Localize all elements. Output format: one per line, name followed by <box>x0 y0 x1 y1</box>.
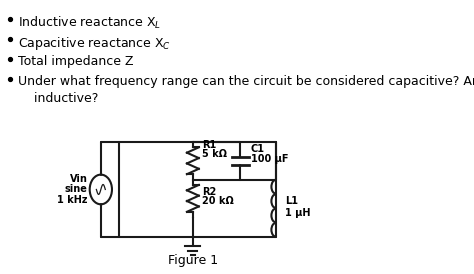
Text: Under what frequency range can the circuit be considered capacitive? And
    ind: Under what frequency range can the circu… <box>18 75 474 105</box>
Text: 5 kΩ: 5 kΩ <box>202 149 227 159</box>
Text: R2: R2 <box>202 187 216 198</box>
Text: R1: R1 <box>202 140 216 150</box>
Text: Inductive reactance X$_L$: Inductive reactance X$_L$ <box>18 15 161 31</box>
Text: 1 μH: 1 μH <box>285 208 310 218</box>
Text: Capacitive reactance X$_C$: Capacitive reactance X$_C$ <box>18 35 171 52</box>
Text: C1: C1 <box>251 144 265 154</box>
Text: 1 kHz: 1 kHz <box>57 195 88 205</box>
Text: Figure 1: Figure 1 <box>168 254 218 267</box>
Text: sine: sine <box>64 184 88 195</box>
Text: Vin: Vin <box>70 173 88 184</box>
Text: 20 kΩ: 20 kΩ <box>202 196 234 206</box>
Text: Total impedance Z: Total impedance Z <box>18 55 133 68</box>
Text: L1: L1 <box>285 196 298 206</box>
Text: 100 μF: 100 μF <box>251 154 288 164</box>
